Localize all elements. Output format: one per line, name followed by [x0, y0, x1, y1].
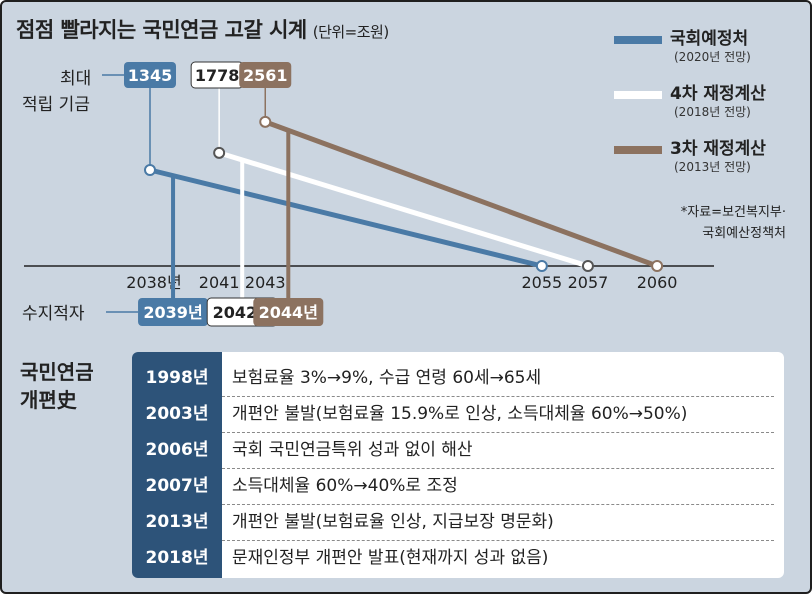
- history-text: 개편안 불발(보험료율 15.9%로 인상, 소득대체율 60%→50%): [232, 404, 688, 424]
- legend-note: (2018년 전망): [674, 105, 751, 119]
- history-title: 국민연금 개편史: [20, 358, 94, 414]
- history-title-line2: 개편史: [20, 388, 77, 412]
- peak-value-label-3: 2561: [243, 66, 288, 85]
- history-text: 개편안 불발(보험료율 인상, 지급보장 명문화): [232, 512, 554, 532]
- history-separator: [222, 468, 774, 469]
- series-line-2: [216, 150, 591, 269]
- history-row: 2006년 국회 국민연금특위 성과 없이 해산: [132, 432, 784, 469]
- peak-value-label-1: 1345: [128, 66, 173, 85]
- deficit-year-label-3: 2044년: [259, 303, 318, 322]
- history-separator: [222, 504, 774, 505]
- x-tick-label: 2055: [521, 273, 562, 292]
- chart-svg: 2038년 2041 2043 2055 2057 2060 1345 2039년 1778 20…: [24, 61, 714, 327]
- history-title-line1: 국민연금: [20, 360, 94, 384]
- chart-title: 점점 빨라지는 국민연금 고갈 시계 (단위=조원): [16, 14, 389, 44]
- source-line-1: *자료=보건복지부·: [680, 205, 786, 220]
- deficit-year-box-1: [138, 298, 209, 326]
- history-year: 2006년: [145, 440, 209, 460]
- peak-point-1: [144, 164, 156, 176]
- legend-name: 4차 재정계산: [670, 84, 766, 104]
- history-year: 1998년: [145, 368, 209, 388]
- depletion-point-1: [535, 260, 548, 272]
- deficit-year-box-3: [253, 298, 324, 326]
- history-separator: [222, 432, 774, 433]
- source-note: *자료=보건복지부· 국회예산정책처: [681, 202, 786, 244]
- history-year: 2018년: [145, 548, 209, 568]
- legend-note: (2013년 전망): [674, 160, 751, 174]
- peak-value-label-2: 1778: [195, 66, 240, 85]
- history-text: 보험료율 3%→9%, 수급 연령 60세→65세: [232, 368, 542, 388]
- max-fund-label-line2: 적립 기금: [22, 95, 90, 115]
- history-row: 2013년 개편안 불발(보험료율 인상, 지급보장 명문화): [132, 504, 784, 541]
- history-table: 1998년 보험료율 3%→9%, 수급 연령 60세→65세 2003년 개편안 불…: [132, 352, 784, 578]
- legend-name: 국회예정처: [670, 29, 749, 49]
- peak-point-2: [213, 146, 226, 159]
- chart-title-text: 점점 빨라지는 국민연금 고갈 시계: [16, 18, 307, 42]
- chart-unit: (단위=조원): [312, 23, 389, 41]
- deficit-label: 수지적자: [22, 304, 85, 324]
- depletion-point-3: [651, 260, 664, 272]
- series-line-1: [149, 167, 543, 269]
- history-year-column: [132, 352, 222, 578]
- series-line-3: [264, 119, 658, 269]
- x-tick-label: 2057: [568, 273, 609, 292]
- history-row: 1998년 보험료율 3%→9%, 수급 연령 60세→65세: [132, 360, 784, 397]
- legend-swatch: [614, 146, 662, 154]
- history-text: 문재인정부 개편안 발표(현재까지 성과 없음): [232, 548, 549, 568]
- history-year: 2013년: [145, 512, 209, 532]
- history-separator: [222, 396, 774, 397]
- peak-value-box-1: [124, 62, 176, 88]
- legend-note: (2020년 전망): [674, 50, 751, 64]
- legend-swatch: [614, 36, 662, 44]
- history-row: 2007년 소득대체율 60%→40%로 조정: [132, 468, 784, 505]
- x-tick-label: 2041: [199, 273, 240, 292]
- legend-swatch: [614, 91, 662, 99]
- x-tick-label: 2060: [637, 273, 678, 292]
- history-separator: [222, 540, 774, 541]
- source-line-2: 국회예산정책처: [702, 226, 786, 241]
- deficit-year-label-1: 2039년: [143, 303, 202, 322]
- history-year: 2007년: [145, 476, 209, 496]
- history-text: 소득대체율 60%→40%로 조정: [232, 476, 458, 496]
- history-text: 국회 국민연금특위 성과 없이 해산: [232, 440, 473, 460]
- depletion-point-2: [581, 260, 594, 272]
- history-year: 2003년: [145, 404, 209, 424]
- peak-point-3: [259, 115, 272, 128]
- history-row: 2018년 문재인정부 개편안 발표(현재까지 성과 없음): [132, 540, 784, 577]
- history-row: 2003년 개편안 불발(보험료율 15.9%로 인상, 소득대체율 60%→50…: [132, 396, 784, 433]
- x-tick-label: 2038년: [126, 273, 181, 292]
- peak-value-box-3: [239, 62, 292, 88]
- max-fund-label-line1: 최대: [60, 69, 92, 89]
- x-tick-label: 2043: [245, 273, 286, 292]
- legend-name: 3차 재정계산: [670, 139, 766, 159]
